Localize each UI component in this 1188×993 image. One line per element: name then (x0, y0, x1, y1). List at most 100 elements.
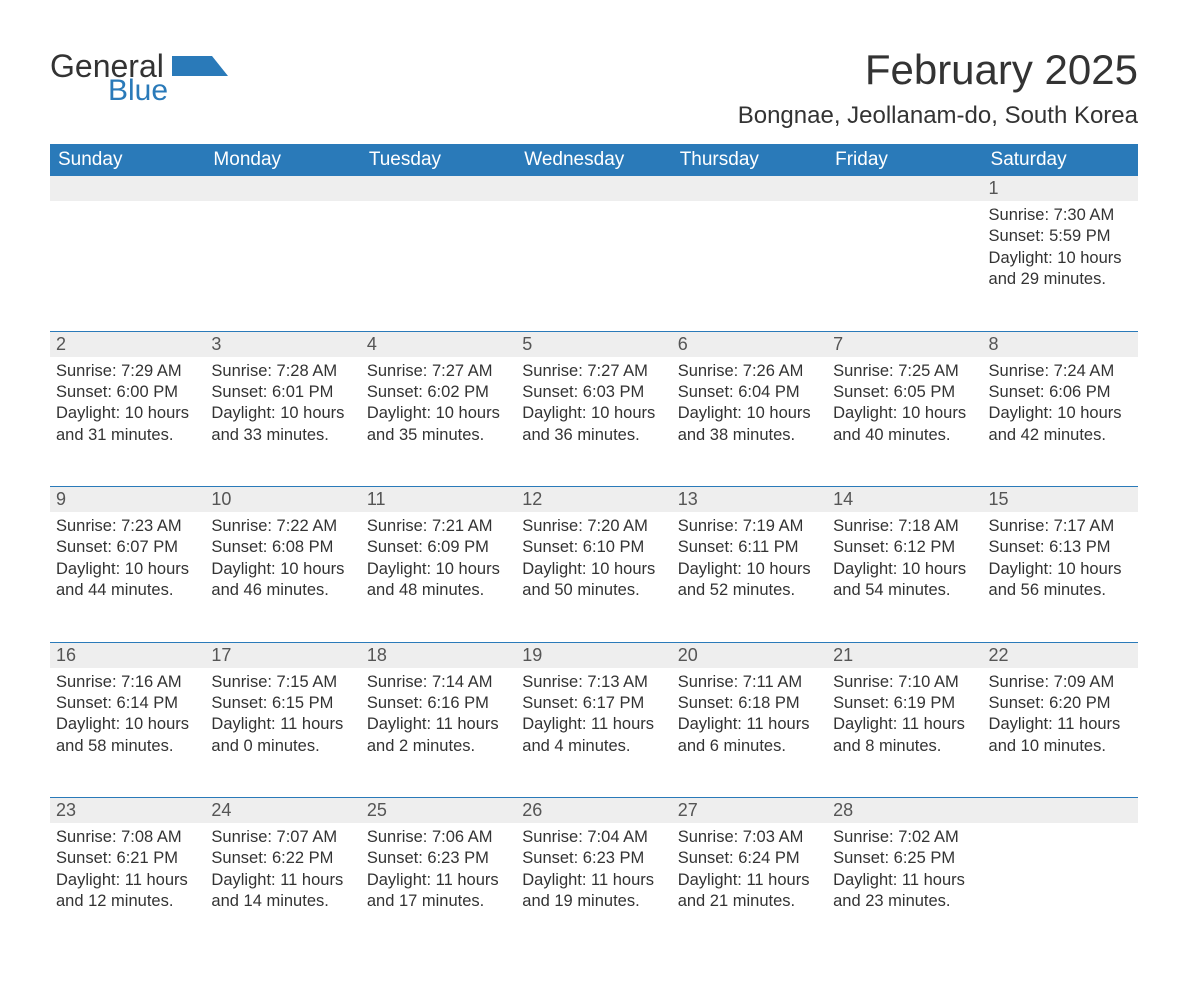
daylight-text: Daylight: 11 hours and 2 minutes. (367, 714, 510, 757)
day-data-cell: Sunrise: 7:09 AMSunset: 6:20 PMDaylight:… (983, 668, 1138, 798)
day-number-cell: 2 (50, 331, 205, 357)
day-number-cell: 13 (672, 487, 827, 513)
sunset-text: Sunset: 6:15 PM (211, 693, 354, 714)
day-data-cell: Sunrise: 7:17 AMSunset: 6:13 PMDaylight:… (983, 512, 1138, 642)
day-data-cell (205, 201, 360, 331)
daylight-text: Daylight: 11 hours and 8 minutes. (833, 714, 976, 757)
daylight-text: Daylight: 10 hours and 52 minutes. (678, 559, 821, 602)
daylight-text: Daylight: 10 hours and 31 minutes. (56, 403, 199, 446)
sunset-text: Sunset: 6:18 PM (678, 693, 821, 714)
weekday-header: Tuesday (361, 144, 516, 176)
day-number-row: 9101112131415 (50, 487, 1138, 513)
sunset-text: Sunset: 5:59 PM (989, 226, 1132, 247)
weekday-header: Monday (205, 144, 360, 176)
daylight-text: Daylight: 11 hours and 12 minutes. (56, 870, 199, 913)
day-number-row: 1 (50, 176, 1138, 201)
sunset-text: Sunset: 6:14 PM (56, 693, 199, 714)
daylight-text: Daylight: 11 hours and 14 minutes. (211, 870, 354, 913)
day-number-row: 16171819202122 (50, 642, 1138, 668)
daylight-text: Daylight: 11 hours and 4 minutes. (522, 714, 665, 757)
sunset-text: Sunset: 6:01 PM (211, 382, 354, 403)
title-block: February 2025 Bongnae, Jeollanam-do, Sou… (738, 20, 1138, 140)
sunset-text: Sunset: 6:25 PM (833, 848, 976, 869)
day-number-cell: 4 (361, 331, 516, 357)
day-data-row: Sunrise: 7:23 AMSunset: 6:07 PMDaylight:… (50, 512, 1138, 642)
day-data-cell: Sunrise: 7:13 AMSunset: 6:17 PMDaylight:… (516, 668, 671, 798)
sunset-text: Sunset: 6:05 PM (833, 382, 976, 403)
weekday-header-row: Sunday Monday Tuesday Wednesday Thursday… (50, 144, 1138, 176)
day-number-cell: 17 (205, 642, 360, 668)
day-data-cell: Sunrise: 7:14 AMSunset: 6:16 PMDaylight:… (361, 668, 516, 798)
header: General Blue February 2025 Bongnae, Jeol… (50, 20, 1138, 140)
day-number-cell: 10 (205, 487, 360, 513)
day-data-cell: Sunrise: 7:04 AMSunset: 6:23 PMDaylight:… (516, 823, 671, 953)
daylight-text: Daylight: 10 hours and 35 minutes. (367, 403, 510, 446)
daylight-text: Daylight: 10 hours and 36 minutes. (522, 403, 665, 446)
sunset-text: Sunset: 6:22 PM (211, 848, 354, 869)
day-data-cell (50, 201, 205, 331)
month-title: February 2025 (738, 46, 1138, 94)
day-number-cell: 25 (361, 798, 516, 824)
daylight-text: Daylight: 11 hours and 0 minutes. (211, 714, 354, 757)
day-number-cell: 18 (361, 642, 516, 668)
sunrise-text: Sunrise: 7:06 AM (367, 827, 510, 848)
logo-text-blue: Blue (108, 76, 168, 106)
sunset-text: Sunset: 6:11 PM (678, 537, 821, 558)
day-data-cell: Sunrise: 7:26 AMSunset: 6:04 PMDaylight:… (672, 357, 827, 487)
day-number-cell: 3 (205, 331, 360, 357)
day-data-row: Sunrise: 7:29 AMSunset: 6:00 PMDaylight:… (50, 357, 1138, 487)
daylight-text: Daylight: 11 hours and 17 minutes. (367, 870, 510, 913)
sunrise-text: Sunrise: 7:20 AM (522, 516, 665, 537)
day-data-row: Sunrise: 7:08 AMSunset: 6:21 PMDaylight:… (50, 823, 1138, 953)
day-number-cell: 19 (516, 642, 671, 668)
day-number-cell: 14 (827, 487, 982, 513)
day-data-cell (516, 201, 671, 331)
sunrise-text: Sunrise: 7:17 AM (989, 516, 1132, 537)
logo-flag-icon (172, 56, 228, 84)
sunrise-text: Sunrise: 7:11 AM (678, 672, 821, 693)
sunset-text: Sunset: 6:21 PM (56, 848, 199, 869)
day-number-cell: 12 (516, 487, 671, 513)
day-data-cell: Sunrise: 7:16 AMSunset: 6:14 PMDaylight:… (50, 668, 205, 798)
sunrise-text: Sunrise: 7:19 AM (678, 516, 821, 537)
weekday-header: Sunday (50, 144, 205, 176)
day-data-cell: Sunrise: 7:21 AMSunset: 6:09 PMDaylight:… (361, 512, 516, 642)
daylight-text: Daylight: 10 hours and 38 minutes. (678, 403, 821, 446)
day-number-cell: 1 (983, 176, 1138, 201)
daylight-text: Daylight: 11 hours and 10 minutes. (989, 714, 1132, 757)
sunset-text: Sunset: 6:17 PM (522, 693, 665, 714)
sunset-text: Sunset: 6:09 PM (367, 537, 510, 558)
sunrise-text: Sunrise: 7:04 AM (522, 827, 665, 848)
day-data-cell: Sunrise: 7:28 AMSunset: 6:01 PMDaylight:… (205, 357, 360, 487)
sunrise-text: Sunrise: 7:10 AM (833, 672, 976, 693)
day-number-cell: 27 (672, 798, 827, 824)
daylight-text: Daylight: 11 hours and 19 minutes. (522, 870, 665, 913)
logo: General Blue (50, 20, 228, 106)
sunrise-text: Sunrise: 7:23 AM (56, 516, 199, 537)
sunset-text: Sunset: 6:00 PM (56, 382, 199, 403)
sunrise-text: Sunrise: 7:24 AM (989, 361, 1132, 382)
day-data-cell: Sunrise: 7:10 AMSunset: 6:19 PMDaylight:… (827, 668, 982, 798)
sunrise-text: Sunrise: 7:26 AM (678, 361, 821, 382)
sunset-text: Sunset: 6:16 PM (367, 693, 510, 714)
sunset-text: Sunset: 6:19 PM (833, 693, 976, 714)
daylight-text: Daylight: 10 hours and 48 minutes. (367, 559, 510, 602)
sunset-text: Sunset: 6:24 PM (678, 848, 821, 869)
day-data-cell (672, 201, 827, 331)
sunset-text: Sunset: 6:20 PM (989, 693, 1132, 714)
day-number-cell: 15 (983, 487, 1138, 513)
day-data-cell: Sunrise: 7:20 AMSunset: 6:10 PMDaylight:… (516, 512, 671, 642)
day-data-cell: Sunrise: 7:02 AMSunset: 6:25 PMDaylight:… (827, 823, 982, 953)
day-number-cell: 24 (205, 798, 360, 824)
day-number-cell (50, 176, 205, 201)
day-number-cell (516, 176, 671, 201)
day-number-cell: 9 (50, 487, 205, 513)
day-number-cell: 22 (983, 642, 1138, 668)
sunrise-text: Sunrise: 7:03 AM (678, 827, 821, 848)
day-number-cell (205, 176, 360, 201)
weekday-header: Wednesday (516, 144, 671, 176)
day-data-cell (983, 823, 1138, 953)
daylight-text: Daylight: 11 hours and 21 minutes. (678, 870, 821, 913)
sunset-text: Sunset: 6:13 PM (989, 537, 1132, 558)
day-number-row: 2345678 (50, 331, 1138, 357)
